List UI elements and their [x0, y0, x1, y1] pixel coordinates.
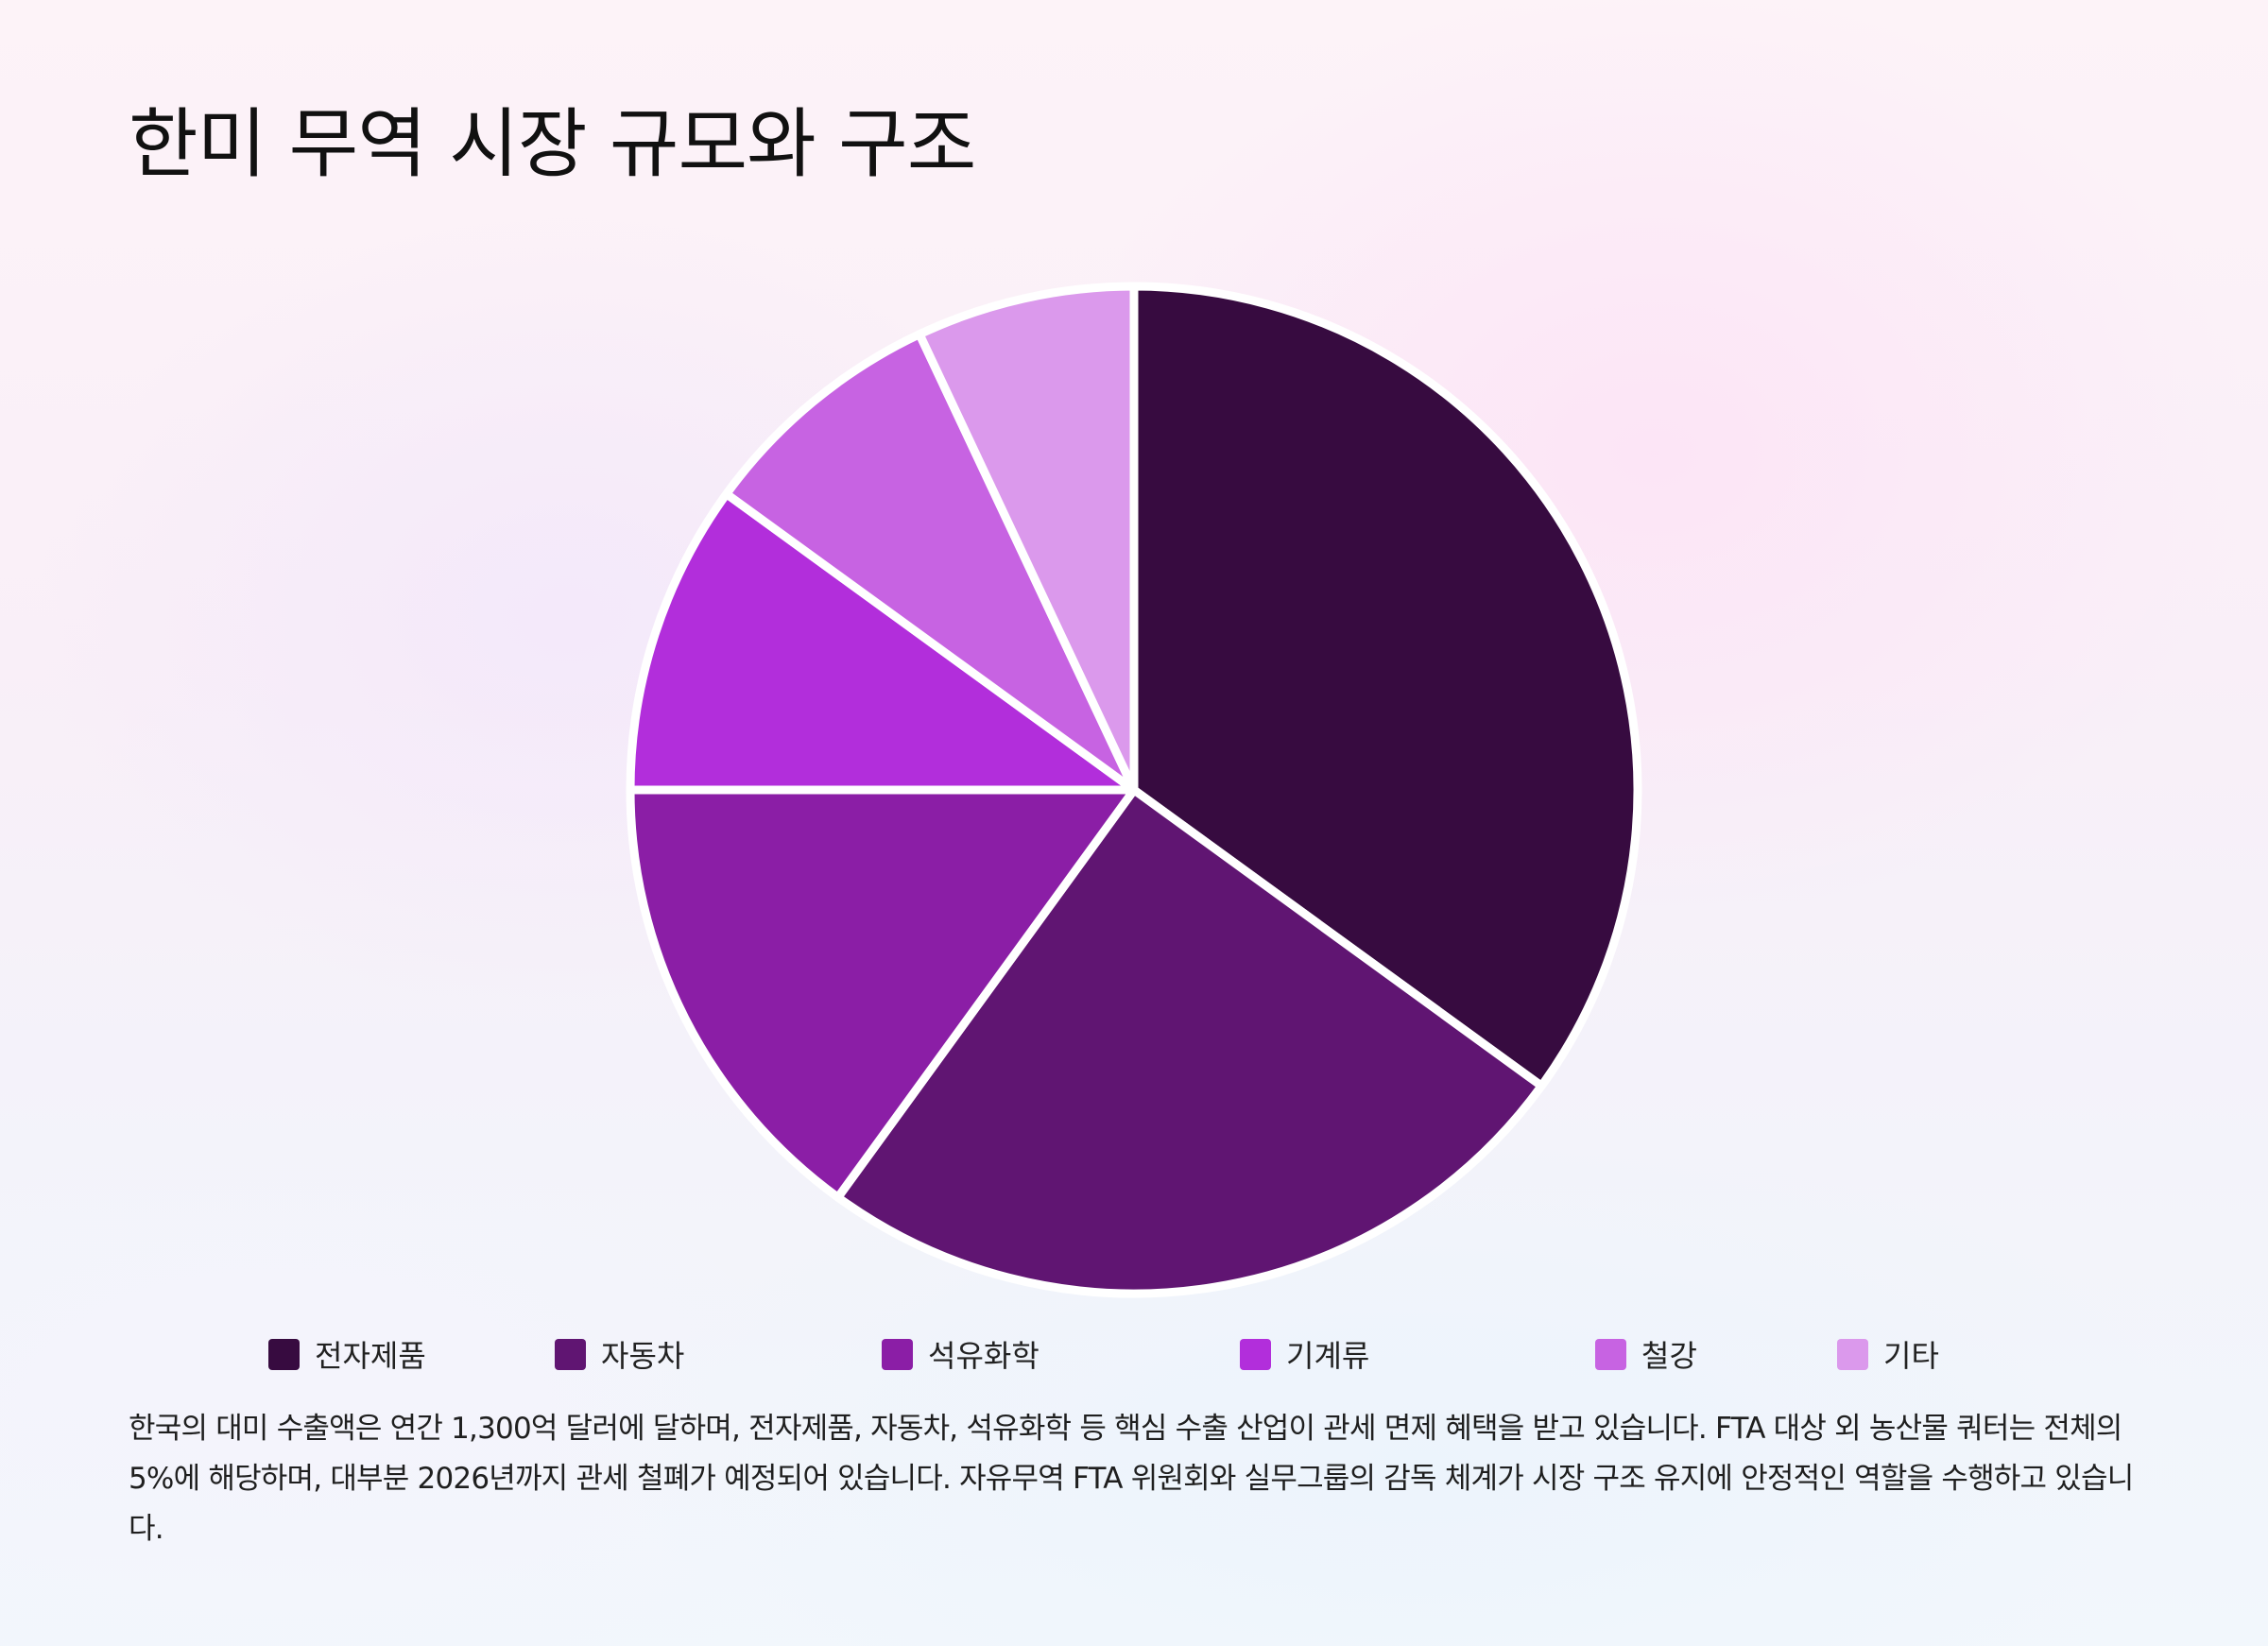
legend-label: 기계류	[1286, 1338, 1370, 1374]
chart-legend: 전자제품 자동차 석유화학 기계류 철강 기타	[0, 1330, 2268, 1378]
legend-label: 철강	[1641, 1338, 1697, 1374]
legend-item-4: 철강	[1595, 1330, 1697, 1378]
chart-title: 한미 무역 시장 규모와 구조	[129, 100, 976, 188]
legend-label: 자동차	[601, 1338, 685, 1374]
legend-swatch	[555, 1338, 586, 1370]
legend-item-3: 기계류	[1240, 1330, 1369, 1378]
legend-label: 기타	[1883, 1338, 1939, 1374]
legend-label: 석유화학	[928, 1338, 1040, 1374]
pie-slice-0	[1129, 282, 1642, 1090]
legend-label: 전자제품	[315, 1338, 426, 1374]
legend-item-0: 전자제품	[268, 1330, 426, 1378]
legend-item-1: 자동차	[555, 1330, 684, 1378]
pie-slice-4	[722, 330, 1139, 795]
pie-chart	[626, 282, 1642, 1298]
legend-item-5: 기타	[1837, 1330, 1939, 1378]
pie-slice-5	[915, 282, 1139, 795]
pie-slices	[626, 282, 1642, 1298]
legend-swatch	[882, 1338, 913, 1370]
pie-slice-2	[626, 785, 1139, 1202]
legend-swatch	[1240, 1338, 1271, 1370]
legend-swatch	[1595, 1338, 1626, 1370]
pie-slice-3	[626, 489, 1139, 795]
chart-description: 한국의 대미 수출액은 연간 1,300억 달러에 달하며, 전자제품, 자동차…	[129, 1412, 2134, 1546]
legend-item-2: 석유화학	[882, 1330, 1040, 1378]
legend-swatch	[1837, 1338, 1868, 1370]
pie-slice-1	[833, 785, 1546, 1298]
legend-swatch	[268, 1338, 300, 1370]
